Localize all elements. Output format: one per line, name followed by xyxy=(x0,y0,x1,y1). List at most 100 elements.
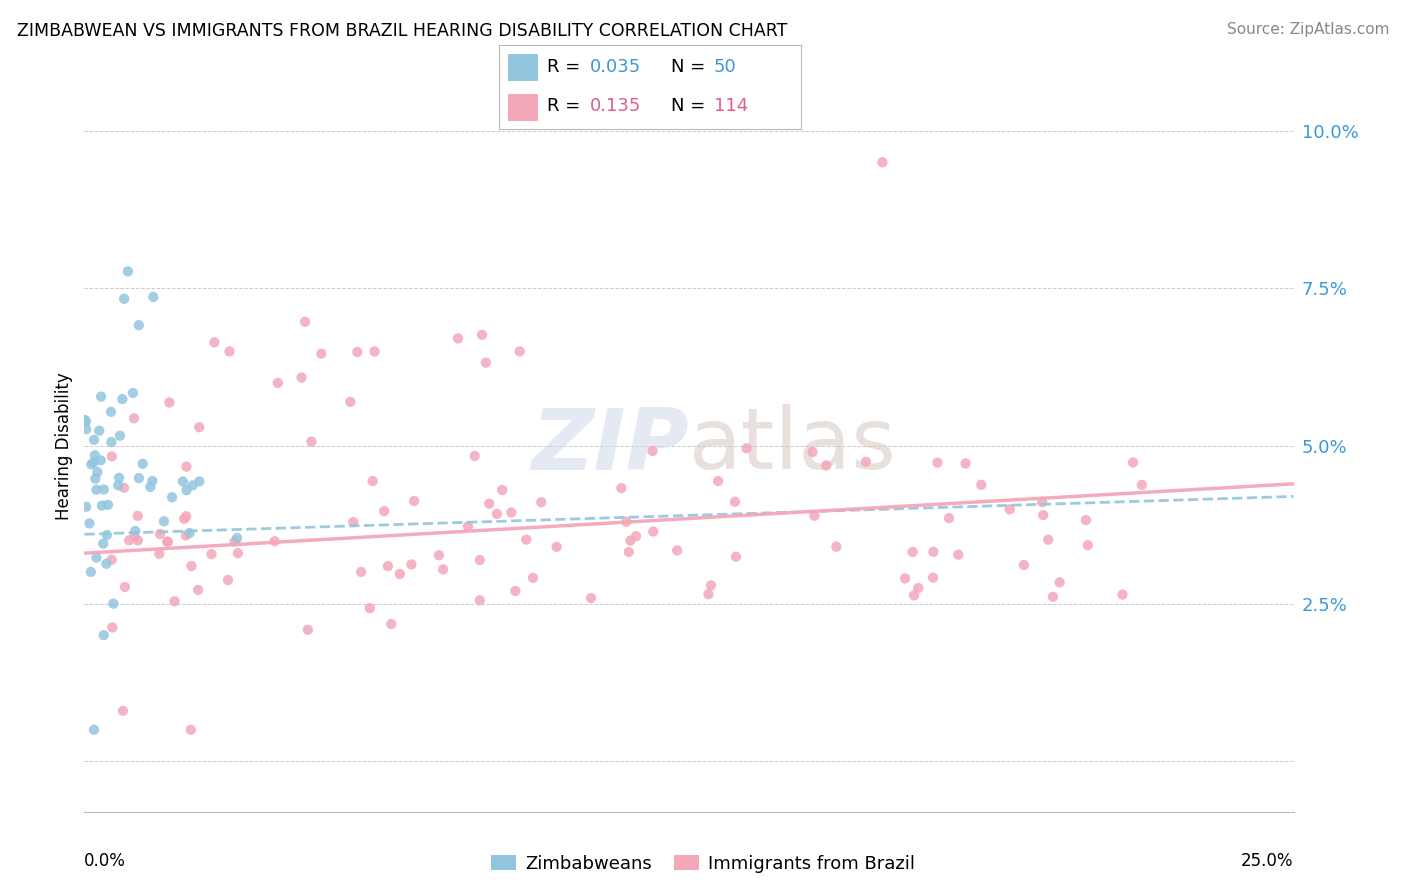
Point xyxy=(139,480,162,494)
Point xyxy=(614,515,637,529)
Point xyxy=(346,345,368,359)
Point xyxy=(267,376,290,390)
Point xyxy=(707,474,730,488)
Point xyxy=(624,529,647,543)
Point xyxy=(263,534,285,549)
Point xyxy=(93,628,115,642)
Point xyxy=(998,502,1021,516)
Text: 114: 114 xyxy=(714,97,748,115)
Point xyxy=(339,395,361,409)
Point xyxy=(153,514,176,528)
Point xyxy=(350,565,373,579)
Point xyxy=(160,490,183,504)
Point xyxy=(86,483,108,497)
Point xyxy=(124,529,146,543)
Point xyxy=(127,508,149,523)
Point xyxy=(142,290,165,304)
Point xyxy=(724,495,747,509)
Point xyxy=(112,292,135,306)
Legend: Zimbabweans, Immigrants from Brazil: Zimbabweans, Immigrants from Brazil xyxy=(485,850,921,879)
Point xyxy=(666,543,689,558)
Point xyxy=(75,500,97,514)
Point xyxy=(617,545,640,559)
Point xyxy=(803,508,825,523)
Point xyxy=(226,531,249,545)
Point xyxy=(83,723,105,737)
Point xyxy=(1012,558,1035,572)
Point xyxy=(724,549,747,564)
Point xyxy=(872,155,894,169)
Point xyxy=(342,515,364,529)
Point xyxy=(176,483,198,497)
Point xyxy=(546,540,568,554)
Point xyxy=(79,516,101,531)
Point xyxy=(127,533,149,548)
Point xyxy=(179,526,201,541)
Point xyxy=(141,474,163,488)
Bar xyxy=(508,94,538,120)
Point xyxy=(114,580,136,594)
Point xyxy=(927,456,949,470)
Point xyxy=(491,483,513,497)
Text: 0.035: 0.035 xyxy=(591,59,641,77)
Point xyxy=(173,512,195,526)
Point xyxy=(922,545,945,559)
Point xyxy=(697,587,720,601)
Point xyxy=(218,344,240,359)
Point xyxy=(855,455,877,469)
Point xyxy=(432,562,454,576)
Point xyxy=(457,519,479,533)
Point xyxy=(530,495,553,509)
Point xyxy=(107,478,129,492)
Point xyxy=(735,442,758,456)
Point xyxy=(478,497,501,511)
Point xyxy=(291,370,314,384)
Point xyxy=(377,559,399,574)
Point xyxy=(401,558,423,572)
Point xyxy=(122,411,145,425)
Point xyxy=(93,483,115,497)
Point xyxy=(128,318,150,333)
Bar xyxy=(508,54,538,81)
Point xyxy=(96,557,118,571)
Point xyxy=(200,547,222,561)
Point xyxy=(938,511,960,525)
Point xyxy=(90,499,112,513)
Text: N =: N = xyxy=(672,97,706,115)
Point xyxy=(108,429,131,443)
Point xyxy=(157,395,180,409)
Point xyxy=(1122,455,1144,469)
Point xyxy=(75,422,97,436)
Point xyxy=(128,471,150,485)
Point xyxy=(903,588,925,602)
Point xyxy=(380,617,402,632)
Point xyxy=(1049,575,1071,590)
Point xyxy=(1031,495,1053,509)
Point xyxy=(299,434,322,449)
Point xyxy=(156,534,179,549)
Point xyxy=(174,528,197,542)
Point xyxy=(579,591,602,605)
Point xyxy=(825,540,848,554)
Point xyxy=(148,547,170,561)
Point xyxy=(112,481,135,495)
Point xyxy=(404,494,426,508)
Point xyxy=(226,546,249,560)
Point xyxy=(101,450,124,464)
Text: 0.135: 0.135 xyxy=(591,97,641,115)
Point xyxy=(86,465,108,479)
Point xyxy=(1032,508,1054,522)
Point xyxy=(468,553,491,567)
Text: ZIMBABWEAN VS IMMIGRANTS FROM BRAZIL HEARING DISABILITY CORRELATION CHART: ZIMBABWEAN VS IMMIGRANTS FROM BRAZIL HEA… xyxy=(17,22,787,40)
Point xyxy=(181,478,204,492)
Point xyxy=(180,559,202,574)
Point xyxy=(90,390,112,404)
Point xyxy=(111,392,134,406)
Point xyxy=(1036,533,1059,547)
Point xyxy=(80,458,103,472)
Point xyxy=(373,504,395,518)
Text: N =: N = xyxy=(672,59,706,77)
Point xyxy=(515,533,537,547)
Point xyxy=(163,594,186,608)
Point xyxy=(907,581,929,595)
